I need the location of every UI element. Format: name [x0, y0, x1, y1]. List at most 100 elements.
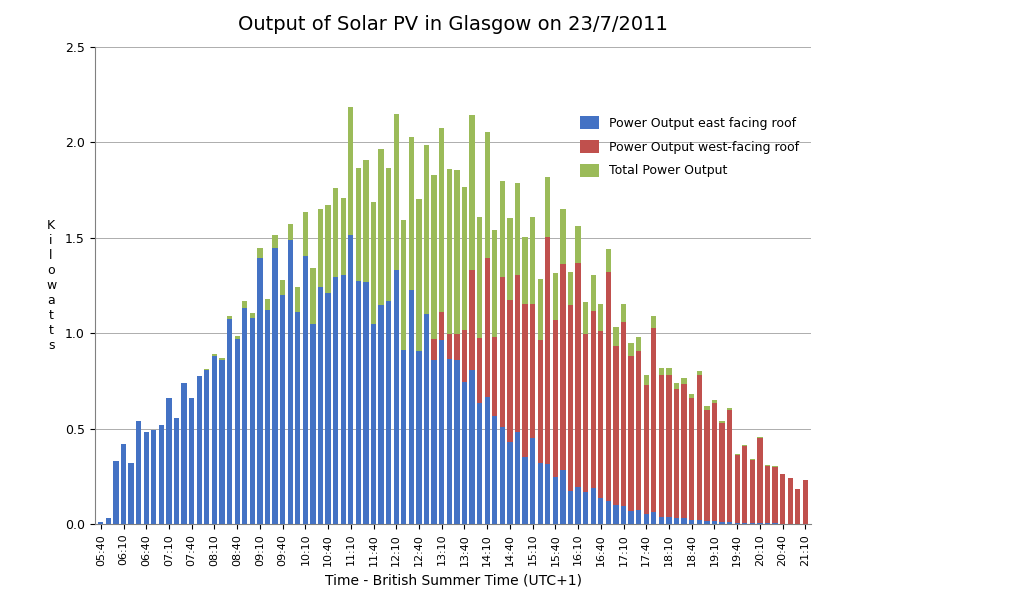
Bar [659, 374, 664, 524]
Bar [750, 459, 755, 524]
Bar [364, 403, 369, 524]
Bar [348, 235, 353, 524]
Bar [242, 308, 247, 524]
Bar [727, 522, 732, 524]
Bar [598, 498, 603, 524]
Bar [446, 359, 451, 524]
Bar [355, 282, 361, 524]
Bar [484, 397, 490, 524]
Bar [651, 328, 657, 524]
Bar [105, 519, 111, 524]
Bar [500, 277, 505, 524]
Bar [416, 350, 421, 524]
Bar [273, 235, 278, 524]
Bar [401, 220, 406, 524]
Bar [401, 395, 406, 524]
Bar [614, 346, 619, 524]
Bar [583, 333, 588, 524]
Bar [651, 316, 657, 524]
Bar [719, 421, 725, 524]
Bar [151, 429, 156, 524]
Bar [280, 295, 285, 524]
Bar [712, 403, 717, 524]
Bar [394, 368, 399, 524]
Bar [287, 224, 292, 524]
Bar [605, 248, 611, 524]
Bar [764, 466, 771, 524]
Bar [545, 237, 551, 524]
Bar [196, 376, 201, 524]
Bar [196, 523, 201, 524]
Bar [523, 304, 528, 524]
Bar [696, 371, 702, 524]
Bar [264, 299, 270, 524]
Bar [424, 145, 429, 524]
Bar [500, 428, 505, 524]
Bar [159, 425, 164, 524]
Bar [432, 339, 437, 524]
Bar [575, 226, 581, 524]
Bar [803, 479, 808, 524]
Bar [257, 247, 262, 524]
Bar [575, 487, 581, 524]
Title: Output of Solar PV in Glasgow on 23/7/2011: Output of Solar PV in Glasgow on 23/7/20… [239, 15, 668, 34]
Bar [432, 175, 437, 524]
Bar [530, 217, 535, 524]
Bar [514, 432, 520, 524]
Bar [523, 237, 528, 524]
Bar [280, 280, 285, 524]
Bar [250, 519, 255, 524]
Bar [742, 445, 748, 524]
Bar [242, 517, 247, 524]
Bar [727, 408, 732, 524]
Bar [318, 445, 323, 524]
Bar [560, 209, 565, 524]
Bar [787, 478, 793, 524]
Bar [560, 470, 565, 524]
Bar [469, 270, 474, 524]
Bar [174, 418, 179, 524]
Bar [674, 384, 680, 524]
Bar [295, 312, 301, 524]
Bar [636, 352, 641, 524]
Bar [212, 356, 217, 524]
Bar [234, 336, 240, 524]
Bar [803, 480, 808, 524]
Bar [500, 180, 505, 524]
Bar [303, 256, 308, 524]
Bar [644, 374, 649, 524]
Bar [507, 442, 512, 524]
Bar [378, 368, 383, 524]
Bar [659, 517, 664, 524]
Bar [341, 447, 346, 524]
Bar [310, 469, 315, 524]
Bar [303, 212, 308, 524]
Bar [159, 425, 164, 524]
Bar [355, 410, 361, 524]
Bar [182, 384, 187, 524]
Bar [325, 205, 331, 524]
Bar [757, 437, 762, 524]
Bar [462, 187, 467, 524]
Bar [477, 338, 482, 524]
Bar [394, 270, 399, 524]
Bar [136, 420, 142, 524]
Bar [401, 350, 406, 524]
Bar [121, 444, 126, 524]
Bar [364, 282, 369, 524]
Bar [205, 369, 210, 524]
Bar [696, 376, 702, 524]
Bar [696, 520, 702, 524]
Bar [416, 200, 421, 524]
Bar [144, 432, 149, 524]
Bar [455, 360, 460, 524]
Bar [151, 429, 156, 524]
Bar [219, 358, 224, 524]
Bar [264, 309, 270, 524]
Bar [144, 432, 149, 524]
Bar [310, 324, 315, 524]
Bar [355, 168, 361, 524]
Bar [719, 423, 725, 524]
Bar [136, 420, 142, 524]
Bar [105, 519, 111, 524]
